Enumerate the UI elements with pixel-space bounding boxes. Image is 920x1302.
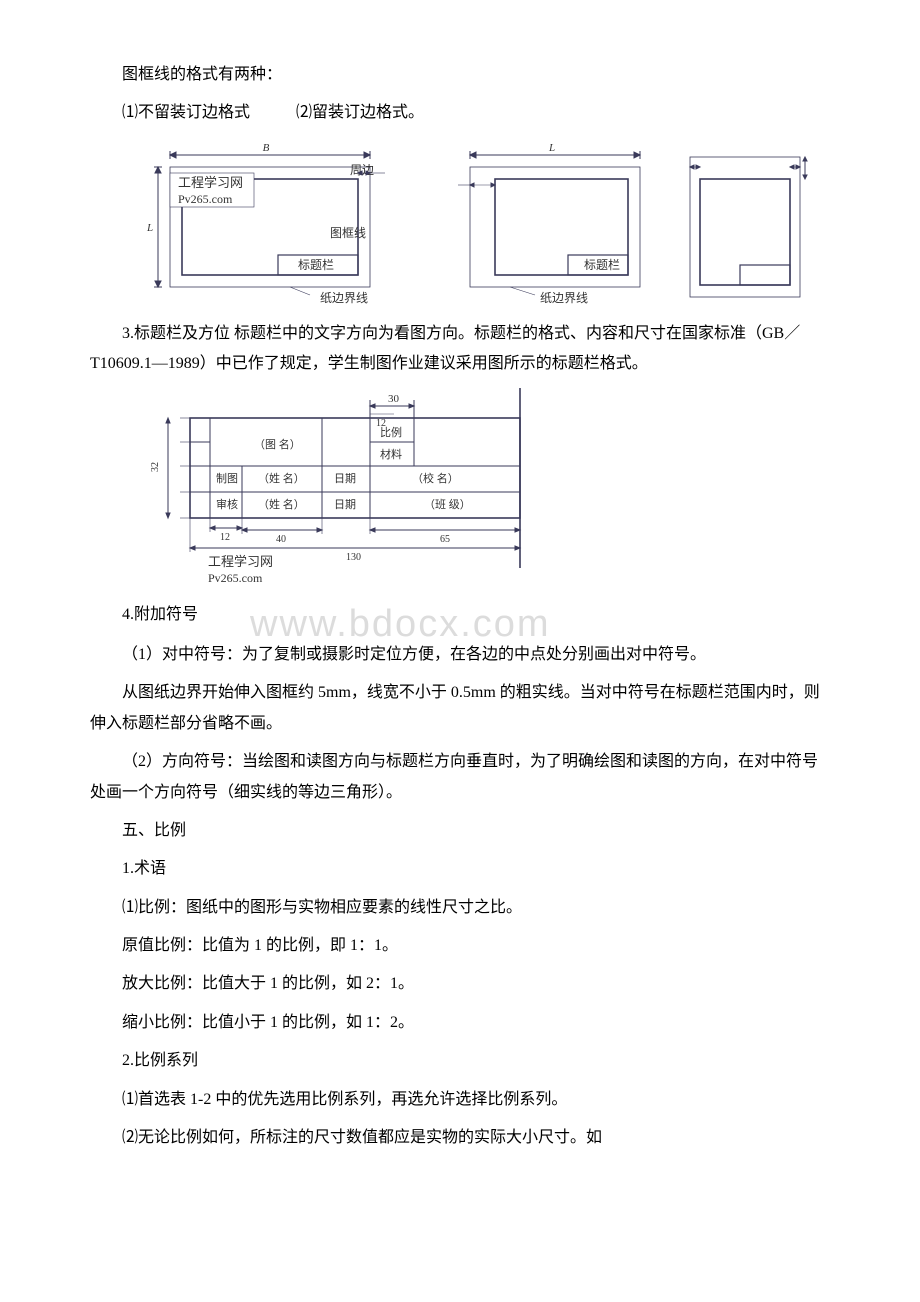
para-terms: 1.术语	[90, 854, 830, 884]
para-title-block: 3.标题栏及方位 标题栏中的文字方向为看图方向。标题栏的格式、内容和尺寸在国家标…	[90, 319, 830, 380]
svg-text:40: 40	[276, 534, 286, 545]
para-additional-symbols: 4.附加符号	[90, 600, 830, 630]
para-format-options: ⑴不留装订边格式 ⑵留装订边格式。	[90, 98, 830, 128]
svg-text:工程学习网: 工程学习网	[208, 554, 273, 569]
svg-text:图框线: 图框线	[330, 226, 366, 240]
svg-text:130: 130	[346, 552, 361, 563]
svg-text:日期: 日期	[334, 498, 356, 511]
svg-text:制图: 制图	[216, 472, 238, 485]
svg-text:65: 65	[440, 534, 450, 545]
svg-text:纸边界线: 纸边界线	[320, 291, 368, 305]
svg-text:标题栏: 标题栏	[584, 257, 620, 272]
para-scale-series-1: ⑴首选表 1-2 中的优先选用比例系列，再选允许选择比例系列。	[90, 1085, 830, 1115]
svg-text:标题栏: 标题栏	[298, 257, 334, 272]
heading-scale: 五、比例	[90, 816, 830, 846]
para-scale-series-2: ⑵无论比例如何，所标注的尺寸数值都应是实物的实际大小尺寸。如	[90, 1123, 830, 1153]
svg-text:日期: 日期	[334, 472, 356, 485]
svg-text:L: L	[548, 142, 555, 154]
title-block-svg: 30 12 32 （图 名） 比例 材料 制图 审核 （姓 名） （姓 名）	[150, 388, 550, 588]
para-scale-enlarge: 放大比例：比值大于 1 的比例，如 2：1。	[90, 969, 830, 999]
svg-text:（图 名）: （图 名）	[254, 437, 301, 451]
para-centering-detail: 从图纸边界开始伸入图框约 5mm，线宽不小于 0.5mm 的粗实线。当对中符号在…	[90, 678, 830, 739]
svg-text:32: 32	[150, 462, 161, 472]
svg-text:比例: 比例	[380, 425, 402, 439]
svg-text:纸边界线: 纸边界线	[540, 291, 588, 305]
frame-diagram-svg: B L 周边 图框线 标题栏 纸边界线 工程学习网 Pv265.com	[120, 137, 820, 307]
svg-text:30: 30	[388, 393, 400, 405]
para-direction-symbol: （2）方向符号：当绘图和读图方向与标题栏方向垂直时，为了明确绘图和读图的方向，在…	[90, 747, 830, 808]
svg-text:审核: 审核	[216, 497, 238, 511]
para-formats: 图框线的格式有两种：	[90, 60, 830, 90]
svg-text:工程学习网: 工程学习网	[178, 175, 243, 190]
svg-text:材料: 材料	[380, 447, 402, 461]
para-centering-mark: （1）对中符号：为了复制或摄影时定位方便，在各边的中点处分别画出对中符号。	[90, 640, 830, 670]
svg-text:B: B	[263, 142, 270, 154]
para-scale-def: ⑴比例：图纸中的图形与实物相应要素的线性尺寸之比。	[90, 893, 830, 923]
svg-text:Pv265.com: Pv265.com	[178, 192, 233, 206]
para-scale-reduce: 缩小比例：比值小于 1 的比例，如 1：2。	[90, 1008, 830, 1038]
svg-text:Pv265.com: Pv265.com	[208, 571, 263, 585]
option-1: ⑴不留装订边格式	[122, 104, 250, 121]
svg-text:（姓 名）: （姓 名）	[258, 497, 305, 511]
svg-text:（校 名）: （校 名）	[412, 471, 459, 485]
svg-text:L: L	[146, 222, 153, 234]
svg-text:（姓 名）: （姓 名）	[258, 471, 305, 485]
option-2: ⑵留装订边格式。	[296, 104, 424, 121]
frame-diagrams: B L 周边 图框线 标题栏 纸边界线 工程学习网 Pv265.com	[120, 137, 830, 307]
svg-text:12: 12	[220, 532, 230, 543]
para-scale-series: 2.比例系列	[90, 1046, 830, 1076]
title-block-diagram: 30 12 32 （图 名） 比例 材料 制图 审核 （姓 名） （姓 名）	[150, 388, 830, 588]
svg-text:（班 级）: （班 级）	[424, 498, 471, 511]
para-scale-original: 原值比例：比值为 1 的比例，即 1：1。	[90, 931, 830, 961]
watermark-section: 4.附加符号 www.bdocx.com	[90, 600, 830, 630]
